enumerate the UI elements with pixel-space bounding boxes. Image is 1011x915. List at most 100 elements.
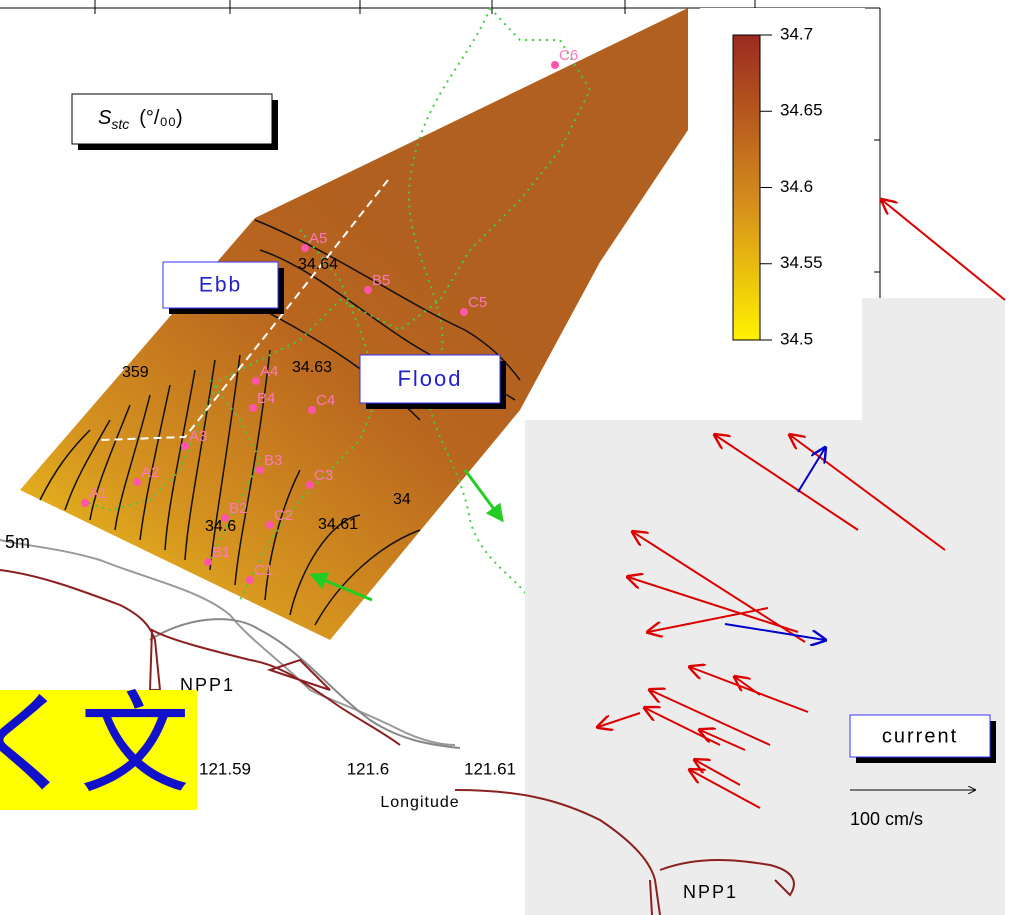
track-line [239, 229, 382, 601]
station-dot [181, 442, 189, 450]
station-label: A1 [89, 485, 107, 502]
contour-line [89, 404, 131, 521]
station-dot [81, 499, 89, 507]
station-label: C1 [254, 562, 273, 579]
station-label: B5 [372, 272, 390, 289]
station-dot [221, 514, 229, 522]
legend-unit: (°/₀₀) [139, 107, 182, 129]
station-dot [256, 466, 264, 474]
current-arrow [598, 712, 641, 727]
current-arrow [882, 200, 1006, 301]
current-arrow [724, 623, 825, 640]
flow-arrow [309, 572, 373, 602]
colorbar-tick-label: 34.55 [780, 253, 823, 272]
coastline [454, 789, 795, 915]
current-arrow [700, 730, 746, 751]
coast-label: NPP1 [683, 882, 738, 902]
station-label: C5 [468, 294, 487, 311]
station-label: A5 [309, 230, 327, 247]
station-label: B3 [264, 452, 282, 469]
contour-line [184, 359, 216, 561]
contour-label: 34.63 [292, 359, 332, 376]
button [849, 714, 991, 758]
contour-label: 34.64 [298, 256, 338, 273]
banner-box [0, 690, 197, 810]
station-dot [301, 244, 309, 252]
contour-line [314, 529, 421, 626]
flow-arrow [463, 469, 504, 523]
current-arrow [715, 435, 859, 531]
current-arrow [633, 532, 806, 643]
station-label: A3 [189, 428, 207, 445]
station-label: B1 [212, 544, 230, 561]
colorbar [732, 34, 761, 341]
current-arrow [650, 690, 771, 746]
legend-subscript: stc [111, 116, 129, 132]
station-dot [306, 481, 314, 489]
station-label: C6 [559, 47, 578, 64]
track-line [79, 7, 592, 512]
station-dot [252, 377, 260, 385]
coast-label: NPP1 [180, 675, 235, 695]
station-dot [204, 558, 212, 566]
scale-label: 100 cm/s [850, 809, 923, 829]
colorbar-panel [700, 8, 865, 420]
station-label: C3 [314, 467, 333, 484]
track-line [408, 7, 531, 601]
coastline [0, 569, 401, 746]
contour-line [64, 419, 111, 511]
button-label: Ebb [199, 274, 242, 297]
legend-box [71, 93, 273, 145]
coastline [149, 618, 461, 749]
contour-line [289, 514, 361, 616]
station-dot [266, 521, 274, 529]
contour-label: 34 [393, 491, 411, 508]
contour-line [114, 394, 151, 531]
station-label: C2 [274, 507, 293, 524]
station-dot [364, 286, 372, 294]
contour-line [139, 384, 171, 541]
colorbar-tick-label: 34.65 [780, 101, 823, 120]
button-label: current [882, 725, 958, 747]
current-arrow [797, 448, 825, 493]
station-dot [249, 404, 257, 412]
x-axis-label: Longitude [380, 794, 459, 811]
station-label: B2 [229, 500, 247, 517]
banner-text: く文 [0, 680, 190, 808]
section-line [99, 179, 389, 441]
contour-label: 34.61 [318, 516, 358, 533]
station-dot [246, 576, 254, 584]
button [162, 261, 279, 309]
station-dot [133, 478, 141, 486]
station-label: B4 [257, 390, 275, 407]
salinity-field [20, 8, 688, 640]
station-dot [308, 406, 316, 414]
button [359, 354, 501, 404]
x-tick-label: 121.6 [347, 759, 390, 778]
legend-text: Sstc (°/₀₀) [98, 107, 183, 131]
depth-label: 5m [5, 532, 30, 552]
station-label: C4 [316, 392, 335, 409]
track-line [209, 379, 262, 561]
coastline [266, 658, 331, 691]
current-arrow [735, 677, 761, 696]
colorbar-tick-label: 34.6 [780, 177, 813, 196]
station-label: A2 [141, 464, 159, 481]
contour-line [209, 354, 241, 571]
current-arrow [690, 770, 761, 809]
contour-line [39, 429, 91, 501]
contour-line [264, 469, 301, 601]
contour-label: 359 [122, 364, 149, 381]
colorbar-tick-label: 34.5 [780, 329, 813, 348]
x-tick-label: 121.59 [199, 759, 251, 778]
x-tick-label: 121.61 [464, 759, 516, 778]
current-arrow [648, 607, 769, 632]
button-label: Flood [397, 366, 462, 391]
station-dot [460, 308, 468, 316]
colorbar-tick-label: 34.7 [780, 24, 813, 43]
current-arrow [695, 760, 741, 786]
coastline [0, 539, 456, 746]
station-label: A4 [260, 363, 278, 380]
